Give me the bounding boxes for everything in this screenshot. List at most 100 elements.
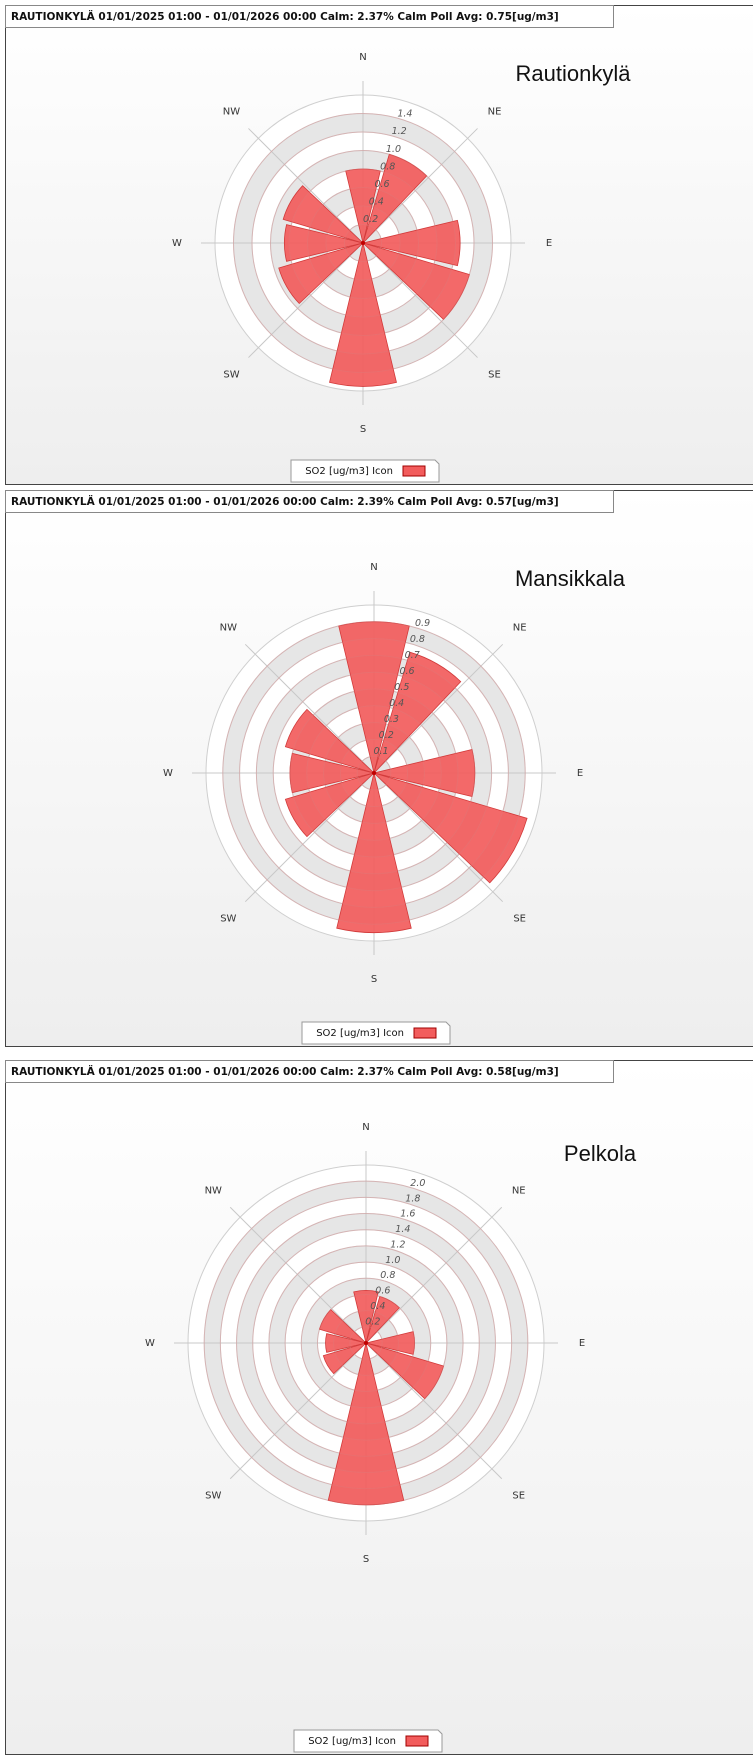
ring-line bbox=[289, 688, 459, 858]
ring-line bbox=[219, 1196, 513, 1490]
chart-panel: RAUTIONKYLÄ 01/01/2025 01:00 - 01/01/202… bbox=[5, 1060, 753, 1755]
ring-line bbox=[233, 113, 493, 373]
direction-spoke bbox=[365, 1342, 503, 1480]
legend-swatch bbox=[405, 1735, 429, 1747]
sector-bar bbox=[373, 651, 462, 774]
sector-bar bbox=[327, 1342, 405, 1506]
sector-bar bbox=[289, 752, 375, 794]
sector-bar bbox=[365, 1295, 400, 1344]
direction-label: N bbox=[359, 52, 366, 63]
sector-bar bbox=[373, 772, 528, 884]
ring-line bbox=[255, 654, 493, 892]
ring-line bbox=[203, 1180, 529, 1506]
sector-bar bbox=[284, 772, 375, 838]
sector-bar bbox=[353, 1290, 379, 1344]
sector-bar bbox=[362, 219, 461, 267]
ring-line bbox=[323, 722, 425, 824]
header-box bbox=[5, 490, 614, 513]
direction-label: E bbox=[579, 1338, 585, 1349]
station-label: Rautionkylä bbox=[516, 61, 632, 86]
ring-line bbox=[307, 187, 419, 299]
r-tick-label: 1.4 bbox=[395, 1224, 410, 1235]
r-tick-label: 0.4 bbox=[370, 1301, 385, 1312]
r-tick-label: 0.6 bbox=[374, 179, 389, 190]
r-tick-label: 2.0 bbox=[410, 1178, 425, 1189]
r-tick-label: 0.4 bbox=[389, 698, 404, 709]
r-tick-label: 1.4 bbox=[397, 109, 412, 120]
r-tick-label: 0.2 bbox=[363, 214, 378, 225]
chart-panel: RAUTIONKYLÄ 01/01/2025 01:00 - 01/01/202… bbox=[5, 490, 753, 1047]
direction-spoke bbox=[362, 242, 478, 358]
sector-bar bbox=[362, 242, 470, 320]
direction-label: W bbox=[163, 768, 173, 779]
chart-title: RAUTIONKYLÄ 01/01/2025 01:00 - 01/01/202… bbox=[11, 9, 559, 23]
r-tick-label: 0.9 bbox=[415, 618, 430, 629]
direction-label: NW bbox=[220, 622, 237, 633]
direction-label: E bbox=[546, 238, 552, 249]
ring-line bbox=[356, 755, 392, 791]
r-tick-label: 0.1 bbox=[373, 746, 388, 757]
legend-label: SO2 [ug/m3] Icon bbox=[316, 1028, 404, 1039]
ring-line bbox=[325, 205, 401, 281]
direction-label: SW bbox=[205, 1491, 221, 1502]
legend-box bbox=[301, 1021, 451, 1045]
r-tick-label: 0.4 bbox=[369, 197, 384, 208]
direction-label: NE bbox=[488, 106, 502, 117]
direction-spoke bbox=[373, 772, 504, 903]
ring-line bbox=[270, 150, 456, 336]
sector-bar bbox=[318, 1309, 367, 1344]
ring-line bbox=[288, 168, 438, 318]
r-tick-label: 1.0 bbox=[386, 144, 401, 155]
direction-label: W bbox=[172, 238, 182, 249]
direction-spoke bbox=[373, 643, 504, 774]
direction-spoke bbox=[244, 772, 375, 903]
direction-label: SW bbox=[223, 370, 239, 381]
chart-panel: RAUTIONKYLÄ 01/01/2025 01:00 - 01/01/202… bbox=[5, 5, 753, 485]
ring-line bbox=[272, 671, 476, 875]
r-tick-label: 0.8 bbox=[380, 1270, 395, 1281]
direction-label: NW bbox=[223, 106, 240, 117]
direction-label: SE bbox=[513, 914, 526, 925]
direction-label: SW bbox=[220, 914, 236, 925]
sector-bar bbox=[284, 708, 375, 774]
legend-label: SO2 [ug/m3] Icon bbox=[308, 1736, 396, 1747]
sector-bar bbox=[338, 621, 410, 774]
r-tick-label: 0.2 bbox=[365, 1316, 380, 1327]
sector-bar bbox=[329, 242, 397, 387]
r-tick-label: 1.6 bbox=[400, 1209, 415, 1220]
chart-title: RAUTIONKYLÄ 01/01/2025 01:00 - 01/01/202… bbox=[11, 1064, 559, 1078]
ring-line bbox=[349, 1326, 383, 1360]
direction-spoke bbox=[244, 643, 375, 774]
ring-line bbox=[251, 131, 475, 355]
r-tick-label: 1.8 bbox=[405, 1193, 420, 1204]
r-tick-label: 0.8 bbox=[380, 161, 395, 172]
sector-bar bbox=[365, 1342, 445, 1400]
center-dot bbox=[372, 771, 376, 775]
ring-line bbox=[300, 1277, 432, 1409]
legend-swatch bbox=[413, 1027, 437, 1039]
chart: RAUTIONKYLÄ 01/01/2025 01:00 - 01/01/202… bbox=[5, 1060, 753, 1755]
ring-line bbox=[306, 705, 442, 841]
center-dot bbox=[364, 1341, 368, 1345]
r-tick-label: 0.6 bbox=[375, 1286, 390, 1297]
legend-box bbox=[293, 1729, 443, 1753]
sector-bar bbox=[322, 1342, 367, 1375]
direction-spoke bbox=[248, 128, 364, 244]
direction-label: NW bbox=[205, 1185, 222, 1196]
header-box bbox=[5, 1060, 614, 1083]
direction-spoke bbox=[229, 1206, 367, 1344]
direction-label: NE bbox=[512, 1185, 526, 1196]
header-box bbox=[5, 5, 614, 28]
ring-line bbox=[339, 738, 409, 808]
direction-label: SE bbox=[488, 370, 501, 381]
direction-label: N bbox=[362, 1122, 369, 1133]
r-tick-label: 0.6 bbox=[399, 666, 414, 677]
sector-bar bbox=[325, 1333, 367, 1353]
direction-spoke bbox=[248, 242, 364, 358]
r-tick-label: 1.0 bbox=[385, 1255, 400, 1266]
direction-spoke bbox=[362, 128, 478, 244]
legend-label: SO2 [ug/m3] Icon bbox=[305, 466, 393, 477]
direction-spoke bbox=[229, 1342, 367, 1480]
r-tick-label: 0.7 bbox=[405, 650, 420, 661]
